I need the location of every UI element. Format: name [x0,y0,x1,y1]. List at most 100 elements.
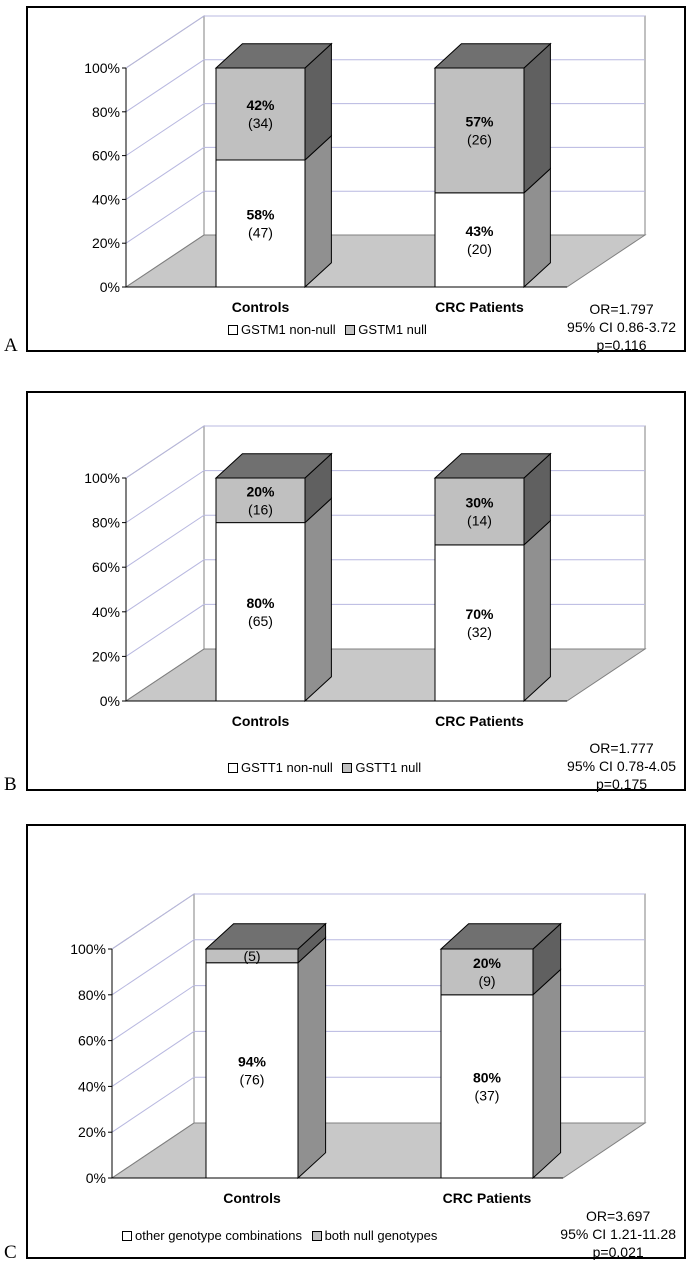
legend-swatch-both-null [311,1230,322,1241]
gridline [125,15,645,69]
bar-segment [440,948,534,996]
data-label-count: (14) [467,512,492,528]
confidence-interval: 95% CI 1.21-11.28 [560,1226,676,1242]
chart-panel-c: 0%20%40%60%80%100%94%(76)6%(5)Controls80… [0,818,690,1263]
data-label-count: (47) [248,224,273,240]
p-value: p=0.175 [596,776,648,792]
bar-top [439,923,562,950]
data-label-percent: 20% [473,955,502,971]
bar-side [523,519,551,703]
stacked-bar-chart-a: 0% 20% 40% 60% 80% 100% 58% (47) 42% (34) Controls… [84,15,647,315]
stat-block: OR=1.797 95% CI 0.86-3.72 p=0.116 [567,300,676,354]
y-tick-label: 100% [84,470,120,486]
x-tick-label: CRC Patients [443,1190,532,1206]
y-tick-label: 60% [92,559,120,575]
legend-label: GSTM1 non-null [241,322,336,337]
bar-side [304,497,332,703]
legend-swatch-non-null [228,324,238,335]
y-tick-label: 80% [78,987,106,1003]
bar-top [204,923,327,950]
y-tick-label: 0% [86,1170,106,1186]
y-tick-label: 100% [84,60,120,76]
data-label-count: (5) [243,948,260,964]
p-value: p=0.116 [596,337,647,353]
stacked-bar-chart-b: 0% 20% 40% 60% 80% 100% 80% (65) 20% (16) Controls… [84,425,647,729]
gridline [125,425,645,479]
legend-swatch-other [122,1230,132,1241]
odds-ratio: OR=1.797 [589,301,654,317]
legend: GSTT1 non-null GSTT1 null [228,760,421,775]
data-label-count: (9) [478,973,495,989]
odds-ratio: OR=3.697 [586,1208,651,1224]
floor [124,648,647,702]
y-tick-label: 0% [100,279,120,295]
data-label-percent: 43% [465,223,494,239]
bar-segment [215,159,306,288]
legend-swatch-non-null [228,762,238,773]
floor [110,1122,647,1179]
bar-top [214,43,333,69]
bar-segment [434,477,525,546]
bar-segment [205,962,299,1179]
data-label-count: (65) [248,613,273,629]
confidence-interval: 95% CI 0.78-4.05 [567,758,676,774]
y-tick-label: 20% [78,1124,106,1140]
floor [124,234,647,288]
y-tick-label: 20% [92,235,120,251]
data-label-count: (76) [240,1071,265,1087]
data-label-count: (32) [467,624,492,640]
y-tick-label: 40% [92,604,120,620]
bar-side [532,968,562,1180]
y-tick-label: 100% [70,941,106,957]
panel-label: B [4,774,17,795]
y-tick-label: 0% [100,693,120,709]
bar-top [433,43,552,69]
data-label-percent: 80% [473,1069,502,1085]
legend-label: GSTT1 null [355,760,422,775]
data-label-count: (16) [248,501,273,517]
x-tick-label: Controls [232,713,290,729]
y-tick-label: 20% [92,648,120,664]
bar-top [214,453,333,479]
data-label-percent: 20% [246,483,275,499]
legend-label: both null genotypes [324,1228,438,1243]
y-tick-label: 40% [92,191,120,207]
legend-label: GSTT1 non-null [241,760,333,775]
stacked-bar-chart-c: 0%20%40%60%80%100%94%(76)6%(5)Controls80… [70,893,647,1206]
legend-swatch-null [342,762,353,773]
legend-label: GSTM1 null [358,322,427,337]
data-label-percent: 70% [465,606,494,622]
bar-segment [434,544,525,702]
chart-panel-b: 0% 20% 40% 60% 80% 100% 80% (65) 20% (16) Controls… [0,385,690,795]
legend: GSTM1 non-null GSTM1 null [228,322,427,337]
stat-block: OR=3.697 95% CI 1.21-11.28 p=0.021 [560,1207,676,1261]
panel-label: A [4,335,18,356]
data-label-count: (20) [467,241,492,257]
bar-segment [440,994,534,1179]
chart-frame [26,6,686,352]
y-tick-label: 80% [92,515,120,531]
data-label-count: (37) [475,1087,500,1103]
chart-panel-a: 0% 20% 40% 60% 80% 100% 58% (47) 42% (34) Controls… [0,0,690,356]
bar-segment [215,522,306,702]
legend-swatch-null [345,324,356,335]
chart-frame [26,391,686,791]
y-tick-label: 60% [92,148,120,164]
gridline [111,893,645,950]
bar-side [304,134,332,289]
legend-label: other genotype combinations [135,1228,302,1243]
bar-segment [434,192,525,288]
data-label-percent: 30% [465,494,494,510]
data-label-count: (26) [467,131,492,147]
x-tick-label: CRC Patients [435,713,524,729]
y-tick-label: 80% [92,104,120,120]
y-tick-label: 60% [78,1033,106,1049]
bar-side [523,42,551,194]
data-label-percent: 58% [246,206,275,222]
bar-segment [215,67,306,161]
data-label-percent: 57% [465,113,494,129]
x-tick-label: Controls [232,299,290,315]
x-tick-label: CRC Patients [435,299,524,315]
bar-segment [434,67,525,194]
bar-segment [215,477,306,524]
